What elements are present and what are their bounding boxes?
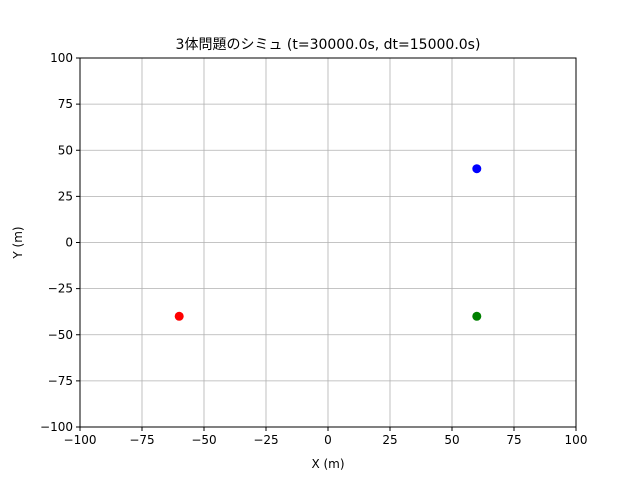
y-tick-label: 25 xyxy=(58,189,73,203)
data-point xyxy=(472,164,482,174)
y-tick-label: 100 xyxy=(50,51,73,65)
x-tick-label: 25 xyxy=(382,433,397,447)
y-tick-label: −50 xyxy=(48,328,73,342)
x-tick-label: 100 xyxy=(565,433,588,447)
x-tick-label: 50 xyxy=(444,433,459,447)
y-axis-label: Y (m) xyxy=(11,226,25,259)
data-point xyxy=(174,311,184,321)
x-tick-label: −100 xyxy=(64,433,97,447)
data-point xyxy=(472,311,482,321)
data-points xyxy=(174,164,482,321)
y-tick-label: 0 xyxy=(65,236,73,250)
axis-ticks: −100 −75 −50 −25 0 25 50 75 100 −100 −75 −50 −25 0 25 5… xyxy=(40,51,587,447)
x-tick-label: −25 xyxy=(253,433,278,447)
y-tick-label: −75 xyxy=(48,374,73,388)
y-tick-label: 75 xyxy=(58,97,73,111)
y-tick-label: −100 xyxy=(40,420,73,434)
y-tick-label: 50 xyxy=(58,143,73,157)
y-tick-label: −25 xyxy=(48,282,73,296)
x-tick-label: 75 xyxy=(506,433,521,447)
x-tick-label: −75 xyxy=(129,433,154,447)
chart-title: 3体問題のシミュ (t=30000.0s, dt=15000.0s) xyxy=(176,37,481,53)
x-axis-label: X (m) xyxy=(311,457,344,471)
x-tick-label: 0 xyxy=(324,433,332,447)
x-tick-label: −50 xyxy=(191,433,216,447)
